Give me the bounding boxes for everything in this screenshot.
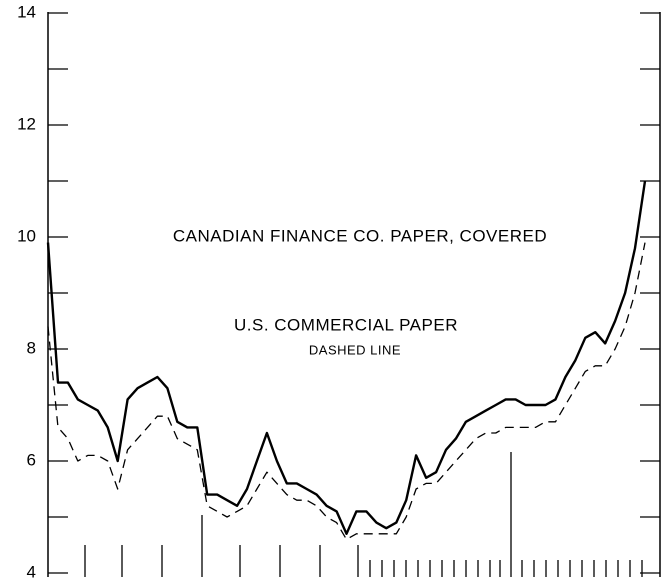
- series-label: CANADIAN FINANCE CO. PAPER, COVERED: [173, 226, 547, 245]
- y-tick-label: 12: [17, 114, 36, 133]
- y-tick-label: 8: [27, 338, 36, 357]
- series-line: [47, 242, 646, 541]
- y-tick-label: 4: [27, 562, 36, 581]
- series-line: [46, 180, 647, 535]
- y-tick-label: 6: [27, 450, 36, 469]
- y-tick-label: 14: [17, 2, 36, 21]
- y-tick-label: 10: [17, 226, 36, 245]
- series-label: U.S. COMMERCIAL PAPER: [234, 315, 458, 334]
- x-ticks: [84, 452, 643, 577]
- annotation: DASHED LINE: [309, 342, 401, 357]
